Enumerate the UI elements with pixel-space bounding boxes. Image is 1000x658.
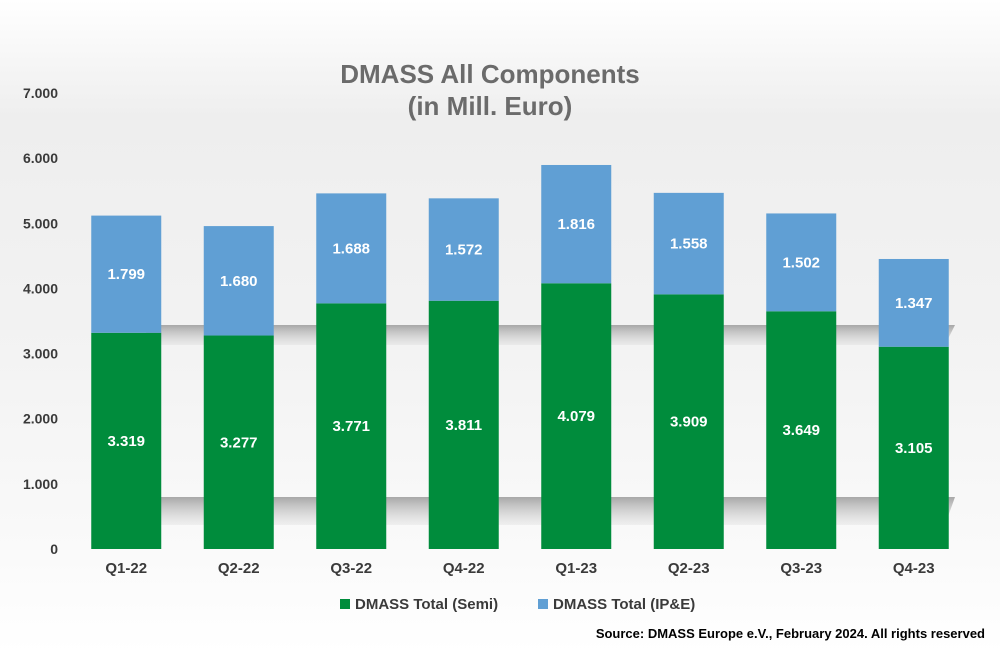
x-tick-label: Q1-23 xyxy=(555,560,597,577)
chart-subtitle: (in Mill. Euro) xyxy=(408,91,573,121)
y-tick-label: 2.000 xyxy=(23,411,58,427)
bar-ipe xyxy=(878,258,949,347)
bars: 3.319 1.799 3.277 1.680 3.771 1.688 3.811 1.572… xyxy=(91,164,949,549)
bar-semi xyxy=(428,300,499,549)
data-label-ipe: 1.558 xyxy=(670,236,708,253)
source-note: Source: DMASS Europe e.V., February 2024… xyxy=(596,626,985,641)
legend-swatch-ipe xyxy=(538,599,548,609)
data-label-semi: 3.277 xyxy=(220,434,258,451)
bar-semi xyxy=(541,283,612,549)
data-label-ipe: 1.816 xyxy=(557,216,595,233)
data-label-semi: 3.771 xyxy=(332,418,370,435)
legend: DMASS Total (Semi) DMASS Total (IP&E) xyxy=(340,596,695,613)
x-tick-label: Q3-22 xyxy=(330,560,372,577)
bar-ipe xyxy=(203,226,274,336)
data-label-ipe: 1.347 xyxy=(895,295,933,312)
bar-semi xyxy=(91,332,162,549)
x-axis: Q1-22 Q2-22 Q3-22 Q4-22 Q1-23 Q2-23 Q3-23 Q4-23 xyxy=(105,560,934,577)
data-label-semi: 3.909 xyxy=(670,414,708,431)
bar-ipe xyxy=(766,213,837,312)
data-label-ipe: 1.502 xyxy=(782,254,820,271)
data-label-ipe: 1.572 xyxy=(445,242,483,259)
bar-semi xyxy=(878,346,949,549)
data-label-semi: 3.649 xyxy=(782,422,820,439)
bar-ipe xyxy=(316,193,387,304)
x-tick-label: Q3-23 xyxy=(780,560,822,577)
x-tick-label: Q4-22 xyxy=(443,560,485,577)
bar-ipe xyxy=(91,215,162,333)
bar-ipe xyxy=(428,198,499,301)
bar-semi xyxy=(766,311,837,549)
data-label-ipe: 1.688 xyxy=(332,240,370,257)
data-label-semi: 3.105 xyxy=(895,440,933,457)
legend-label-ipe: DMASS Total (IP&E) xyxy=(553,596,695,613)
bar-semi xyxy=(653,294,724,549)
data-label-semi: 3.319 xyxy=(107,433,145,450)
y-tick-label: 1.000 xyxy=(23,476,58,492)
bar-ipe xyxy=(653,192,724,295)
x-tick-label: Q2-23 xyxy=(668,560,710,577)
y-tick-label: 3.000 xyxy=(23,346,58,362)
data-label-semi: 3.811 xyxy=(445,417,482,434)
bar-semi xyxy=(203,335,274,549)
legend-label-semi: DMASS Total (Semi) xyxy=(355,596,498,613)
data-label-ipe: 1.680 xyxy=(220,273,258,290)
data-label-ipe: 1.799 xyxy=(107,266,145,283)
legend-swatch-semi xyxy=(340,599,350,609)
x-tick-label: Q4-23 xyxy=(893,560,935,577)
y-tick-label: 6.000 xyxy=(23,150,58,166)
x-tick-label: Q1-22 xyxy=(105,560,147,577)
y-tick-label: 5.000 xyxy=(23,215,58,231)
bar-semi xyxy=(316,303,387,549)
data-label-semi: 4.079 xyxy=(557,408,595,425)
y-tick-label: 4.000 xyxy=(23,280,58,296)
x-tick-label: Q2-22 xyxy=(218,560,260,577)
y-tick-label: 7.000 xyxy=(23,85,58,101)
chart-title: DMASS All Components xyxy=(340,59,639,89)
bar-ipe xyxy=(541,164,612,284)
y-tick-label: 0 xyxy=(50,541,58,557)
y-axis: 0 1.000 2.000 3.000 4.000 5.000 6.000 7.000 xyxy=(23,85,58,557)
